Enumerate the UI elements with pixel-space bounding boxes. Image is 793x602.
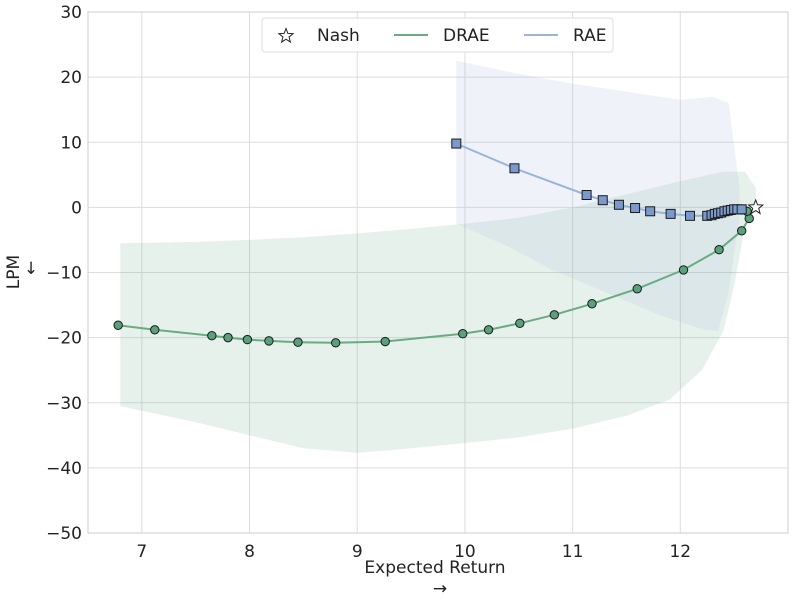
point-rae xyxy=(581,190,592,201)
legend: Nash DRAE RAE xyxy=(261,17,614,53)
x-axis-arrow: → xyxy=(433,579,447,599)
y-tick-label: −50 xyxy=(46,524,82,544)
point-rae xyxy=(630,203,641,214)
legend-item-rae: RAE xyxy=(524,26,607,46)
point-drae xyxy=(458,329,468,339)
point-drae xyxy=(714,245,724,255)
point-rae xyxy=(451,138,462,149)
point-rae xyxy=(597,195,608,206)
plot-frame xyxy=(87,11,789,534)
legend-item-drae: DRAE xyxy=(394,26,490,46)
point-drae xyxy=(587,299,597,309)
y-tick-label: 20 xyxy=(60,68,82,88)
point-drae xyxy=(515,318,525,328)
legend-box xyxy=(261,17,614,53)
x-axis-label: Expected Return xyxy=(364,558,505,578)
y-tick-label: 30 xyxy=(60,3,82,23)
legend-item-nash: Nash xyxy=(277,26,360,46)
point-rae xyxy=(509,163,520,174)
tick-labels: 7 8 9 10 11 12 30 20 10 0 −10 −20 −30 −40 −50 xyxy=(46,3,691,562)
point-drae xyxy=(113,320,123,330)
legend-label-nash: Nash xyxy=(317,26,360,46)
point-drae xyxy=(330,338,341,348)
x-tick-label: 12 xyxy=(669,542,691,562)
point-rae xyxy=(736,204,747,215)
point-drae xyxy=(549,310,560,320)
point-drae xyxy=(207,330,217,341)
x-tick-label: 11 xyxy=(562,542,584,562)
point-drae xyxy=(150,325,160,335)
point-drae xyxy=(242,334,253,345)
legend-label-drae: DRAE xyxy=(443,26,490,46)
x-tick-label: 8 xyxy=(244,542,255,562)
point-drae xyxy=(483,325,494,335)
nash-point xyxy=(747,198,765,215)
point-rae xyxy=(665,208,676,219)
point-drae xyxy=(632,284,642,294)
y-tick-label: −30 xyxy=(46,394,82,414)
point-rae xyxy=(685,210,695,221)
point-drae xyxy=(264,336,274,346)
y-tick-label: −40 xyxy=(46,459,82,479)
band-drae xyxy=(120,171,756,453)
legend-label-rae: RAE xyxy=(573,26,607,46)
star-icon xyxy=(277,27,295,44)
point-drae xyxy=(223,332,233,343)
point-drae xyxy=(736,226,747,236)
y-tick-label: −20 xyxy=(46,329,82,349)
y-tick-label: 10 xyxy=(60,133,82,153)
point-rae xyxy=(613,199,624,210)
y-axis-arrow: ↓ xyxy=(24,259,38,279)
point-rae xyxy=(645,206,656,217)
x-tick-label: 7 xyxy=(136,542,147,562)
y-tick-label: −10 xyxy=(46,264,82,284)
point-drae xyxy=(293,337,303,347)
series-markers xyxy=(113,138,765,348)
point-drae xyxy=(380,336,390,347)
x-tick-label: 10 xyxy=(454,542,476,562)
y-axis-label: LPM xyxy=(4,255,24,289)
y-tick-label: 0 xyxy=(71,198,82,218)
point-drae xyxy=(678,265,689,275)
x-tick-label: 9 xyxy=(352,542,363,562)
